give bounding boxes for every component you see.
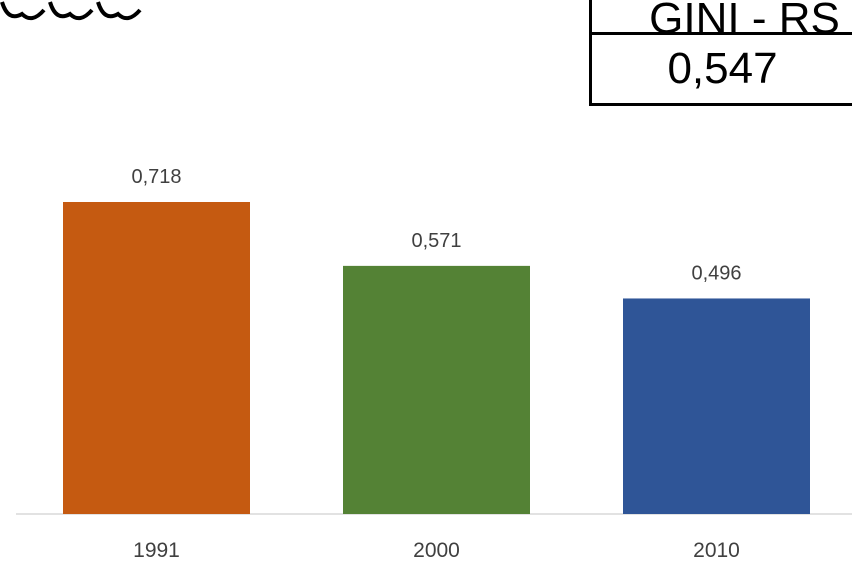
bar-2000 [343,265,530,514]
gini-summary-box: GINI - RS 0,547 [589,0,852,106]
logo-fragment [0,1,142,21]
x-tick-label-2010: 2010 [693,539,740,562]
gini-box-divider [592,32,852,35]
x-tick-label-1991: 1991 [133,539,180,562]
data-label-2000: 0,571 [411,230,461,252]
x-tick-label-2000: 2000 [413,539,460,562]
gini-box-value: 0,547 [667,44,778,93]
data-label-2010: 0,496 [691,262,741,284]
bar-2010 [623,298,810,514]
bar-1991 [63,202,250,514]
data-label-1991: 0,718 [131,166,181,188]
